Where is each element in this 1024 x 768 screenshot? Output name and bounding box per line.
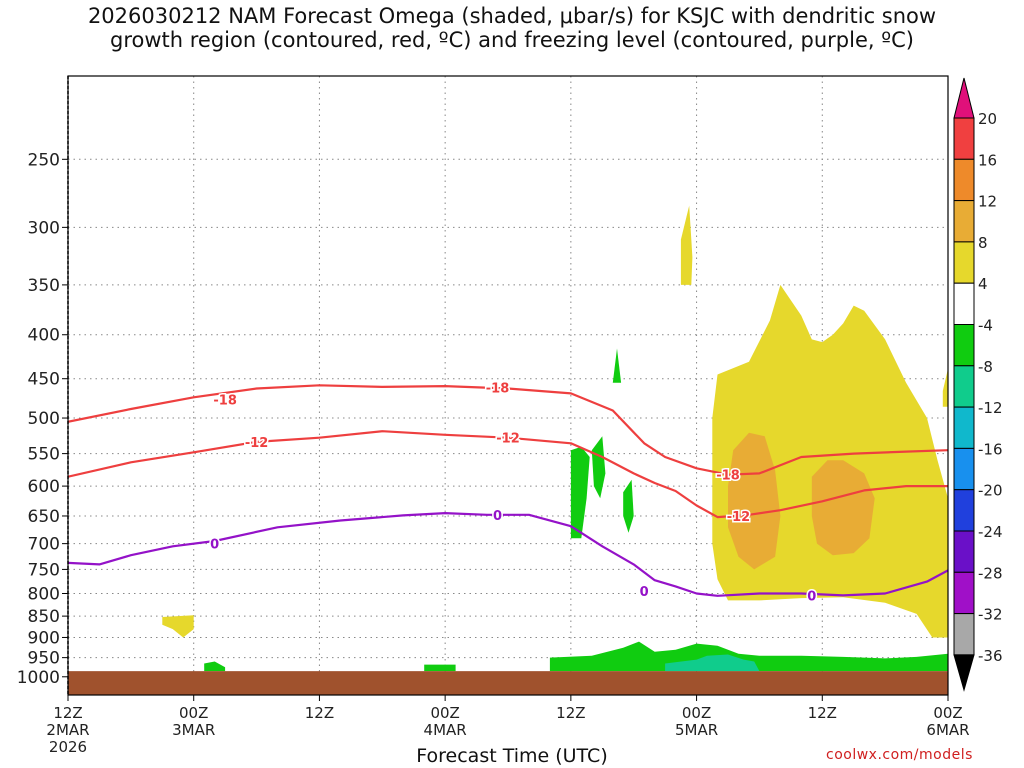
- omega-region-4-to-8-2: [942, 368, 948, 407]
- contour-label-18-0: -18: [213, 394, 237, 409]
- y-tick-label-850: 850: [28, 607, 60, 627]
- contour-18-c-isotherm: [68, 384, 948, 476]
- colorbar-label-8: 8: [978, 234, 988, 252]
- chart-title: 2026030212 NAM Forecast Omega (shaded, μ…: [0, 4, 1024, 52]
- x-tick-label-5mar: 5MAR: [675, 721, 718, 739]
- contour-label-12-1: -12: [496, 432, 520, 447]
- y-tick-label-750: 750: [28, 560, 60, 580]
- colorbar-label-20: 20: [978, 110, 997, 128]
- omega-region-8-to-4-9: [623, 479, 634, 533]
- y-tick-label-450: 450: [28, 370, 60, 390]
- y-tick-label-350: 350: [28, 276, 60, 296]
- omega-region-8-to-12-5: [811, 460, 875, 556]
- omega-region-8-to-4-10: [549, 641, 948, 672]
- x-tick-label-2026: 2026: [49, 738, 87, 756]
- colorbar-label-28: -28: [978, 564, 1003, 582]
- y-tick-label-400: 400: [28, 326, 60, 346]
- contour-label-12-0: -12: [245, 436, 269, 451]
- colorbar-bin-28-to-24: [953, 530, 975, 573]
- x-tick-label-00z: 00Z: [682, 704, 711, 722]
- chart-title-line-1: 2026030212 NAM Forecast Omega (shaded, μ…: [87, 4, 937, 28]
- contour-label-0-0: 0: [210, 538, 219, 553]
- colorbar-bin-16-to-12: [953, 406, 975, 449]
- x-tick-label-12z: 12Z: [53, 704, 82, 722]
- y-tick-label-250: 250: [28, 150, 60, 170]
- colorbar-bin-4-to-8: [953, 241, 975, 284]
- y-tick-label-650: 650: [28, 507, 60, 527]
- colorbar-bin-above-20: [953, 77, 975, 119]
- y-tick-label-800: 800: [28, 584, 60, 604]
- x-tick-label-12z: 12Z: [808, 704, 837, 722]
- colorbar-label-24: -24: [978, 523, 1003, 541]
- x-tick-label-00z: 00Z: [933, 704, 962, 722]
- colorbar-label-32: -32: [978, 606, 1003, 624]
- omega-region-8-to-4-8: [591, 436, 606, 499]
- colorbar-bin-8-to-4: [953, 324, 975, 367]
- contour-12-c-isotherm: [68, 430, 948, 519]
- omega-region-8-to-4-11: [204, 661, 226, 672]
- y-tick-label-500: 500: [28, 409, 60, 429]
- colorbar-bin-36-to-32: [953, 613, 975, 656]
- colorbar-label-36: -36: [978, 647, 1003, 665]
- site-credit[interactable]: coolwx.com/models: [826, 747, 973, 763]
- colorbar-label-12: 12: [978, 193, 997, 211]
- y-tick-label-900: 900: [28, 628, 60, 648]
- colorbar: 20 16 12 8 4 -4 -8 -12 -16 -20 -24 -28 -32 -36: [953, 77, 1003, 692]
- chart-title-line-2: growth region (contoured, red, ºC) and f…: [110, 28, 914, 52]
- axes: 2503003504004505005506006507007508008509…: [17, 75, 970, 756]
- colorbar-bin-8-to-12: [953, 200, 975, 243]
- x-tick-label-12z: 12Z: [556, 704, 585, 722]
- terrain-fill: [68, 671, 948, 695]
- x-tick-label-4mar: 4MAR: [424, 721, 467, 739]
- colorbar-label-8: -8: [978, 358, 993, 376]
- omega-region-8-to-4-12: [424, 664, 456, 672]
- contour-lines: -18 -18 -18 -12 -12 -12 0 0 0 0: [68, 380, 948, 606]
- surface-terrain: [68, 671, 948, 695]
- colorbar-label-4: 4: [978, 275, 988, 293]
- y-tick-label-600: 600: [28, 477, 60, 497]
- y-tick-label-1000: 1000: [17, 668, 60, 688]
- contour-label-0-1: 0: [493, 509, 502, 524]
- x-tick-label-12z: 12Z: [305, 704, 334, 722]
- colorbar-label-16: -16: [978, 440, 1003, 458]
- omega-region-8-to-4-7: [570, 446, 590, 539]
- contour-label-0-2: 0: [640, 585, 649, 600]
- omega-region-8-to-4-6: [612, 348, 622, 383]
- plot-frame: [67, 75, 949, 696]
- y-tick-label-300: 300: [28, 218, 60, 238]
- omega-region-4-to-8-1: [680, 205, 693, 285]
- contour-label-18-1: -18: [486, 382, 510, 397]
- colorbar-label-16: 16: [978, 151, 997, 169]
- colorbar-bin-16-to-20: [953, 117, 975, 160]
- colorbar-bin-below-36: [953, 654, 975, 692]
- colorbar-label-12: -12: [978, 399, 1003, 417]
- omega-region-8-to-12-4: [728, 432, 781, 570]
- y-tick-label-700: 700: [28, 535, 60, 555]
- x-tick-label-00z: 00Z: [179, 704, 208, 722]
- colorbar-bin-12-to-16: [953, 158, 975, 202]
- contour-0-c-freezing-level: [68, 512, 948, 597]
- y-tick-label-950: 950: [28, 649, 60, 669]
- x-axis-title: Forecast Time (UTC): [416, 745, 608, 767]
- colorbar-bin-20-to-16: [953, 447, 975, 491]
- y-tick-label-550: 550: [28, 445, 60, 465]
- colorbar-bin-12-to-8: [953, 365, 975, 408]
- contour-label-18-2: -18: [716, 469, 740, 484]
- x-tick-label-2mar: 2MAR: [46, 721, 89, 739]
- x-tick-label-6mar: 6MAR: [926, 721, 969, 739]
- colorbar-label-20: -20: [978, 482, 1003, 500]
- omega-shading: [162, 205, 948, 672]
- colorbar-bin-4-to-4: [953, 282, 975, 326]
- omega-region-4-to-8-3: [162, 615, 194, 638]
- contour-label-0-3: 0: [807, 589, 816, 604]
- x-tick-label-3mar: 3MAR: [172, 721, 215, 739]
- colorbar-bin-32-to-28: [953, 571, 975, 615]
- colorbar-bin-24-to-20: [953, 489, 975, 532]
- omega-region-12-to-8-13: [665, 654, 760, 672]
- colorbar-label-4: -4: [978, 317, 993, 335]
- contour-label-12-2: -12: [727, 510, 751, 525]
- x-tick-label-00z: 00Z: [430, 704, 459, 722]
